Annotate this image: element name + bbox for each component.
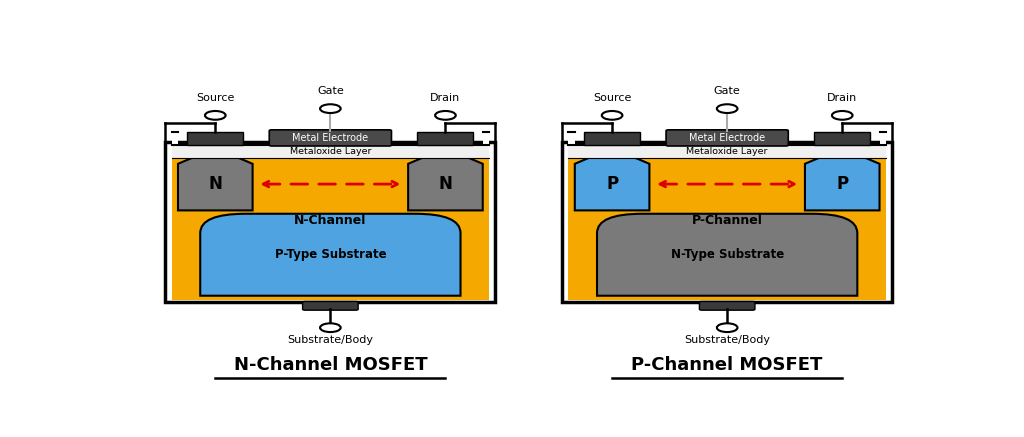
- FancyBboxPatch shape: [699, 302, 755, 310]
- Bar: [562, 142, 892, 302]
- Bar: [165, 142, 496, 302]
- PathPatch shape: [409, 158, 482, 210]
- PathPatch shape: [574, 158, 649, 210]
- Text: Source: Source: [197, 93, 234, 103]
- Circle shape: [205, 111, 225, 120]
- Text: N-Channel: N-Channel: [294, 214, 367, 227]
- Text: Source: Source: [593, 93, 631, 103]
- Bar: [568, 145, 886, 158]
- Text: N-Channel MOSFET: N-Channel MOSFET: [233, 356, 427, 374]
- Bar: [568, 132, 574, 145]
- Text: P-Channel MOSFET: P-Channel MOSFET: [632, 356, 823, 374]
- Text: P-Channel: P-Channel: [692, 214, 763, 227]
- Bar: [172, 132, 178, 145]
- Bar: [187, 132, 244, 145]
- Text: Drain: Drain: [430, 93, 461, 103]
- Circle shape: [717, 104, 737, 113]
- Text: Substrate/Body: Substrate/Body: [288, 335, 374, 345]
- Circle shape: [435, 111, 456, 120]
- Text: N-Type Substrate: N-Type Substrate: [671, 248, 783, 261]
- Circle shape: [321, 323, 341, 332]
- Circle shape: [717, 323, 737, 332]
- Text: Metal Electrode: Metal Electrode: [292, 133, 369, 143]
- PathPatch shape: [178, 158, 253, 210]
- Text: Gate: Gate: [317, 86, 344, 96]
- Text: Gate: Gate: [714, 86, 740, 96]
- Text: P-Type Substrate: P-Type Substrate: [274, 248, 386, 261]
- Text: N: N: [208, 175, 222, 193]
- Bar: [418, 132, 473, 145]
- Circle shape: [831, 111, 853, 120]
- Bar: [880, 132, 886, 145]
- Circle shape: [602, 111, 623, 120]
- FancyBboxPatch shape: [269, 130, 391, 146]
- Text: Metal Electrode: Metal Electrode: [689, 133, 765, 143]
- Text: N: N: [438, 175, 453, 193]
- Bar: [482, 132, 489, 145]
- Text: Drain: Drain: [827, 93, 857, 103]
- Bar: [584, 132, 640, 145]
- PathPatch shape: [805, 158, 880, 210]
- Text: Metaloxide Layer: Metaloxide Layer: [686, 147, 768, 156]
- Bar: [172, 145, 489, 158]
- Text: P: P: [606, 175, 618, 193]
- Bar: [172, 145, 489, 300]
- FancyBboxPatch shape: [303, 302, 358, 310]
- Text: Substrate/Body: Substrate/Body: [684, 335, 770, 345]
- Circle shape: [321, 104, 341, 113]
- PathPatch shape: [201, 214, 461, 296]
- FancyBboxPatch shape: [666, 130, 788, 146]
- Text: P: P: [837, 175, 848, 193]
- PathPatch shape: [597, 214, 857, 296]
- Bar: [814, 132, 870, 145]
- Text: Metaloxide Layer: Metaloxide Layer: [290, 147, 371, 156]
- Bar: [568, 145, 886, 300]
